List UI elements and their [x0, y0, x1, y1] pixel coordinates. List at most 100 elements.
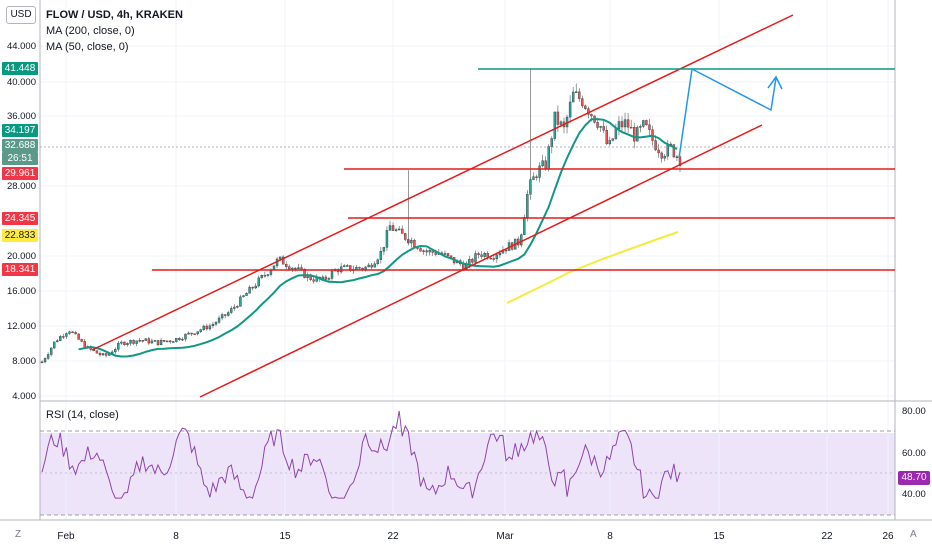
candle — [159, 338, 163, 346]
candle — [254, 283, 257, 290]
candle — [248, 285, 251, 294]
candle — [425, 248, 428, 257]
channel-lower-line[interactable] — [199, 124, 763, 398]
candle — [266, 273, 270, 278]
candle — [193, 333, 196, 335]
candle — [263, 271, 267, 278]
price-tick-label: 4.000 — [12, 391, 36, 402]
candle — [547, 144, 550, 172]
candle — [104, 352, 108, 358]
candle — [343, 264, 346, 268]
candle — [394, 227, 398, 233]
chart-title: FLOW / USD, 4h, KRAKEN — [46, 9, 183, 21]
candle — [648, 118, 651, 136]
price-tick-label: 12.000 — [7, 321, 36, 332]
candle — [373, 261, 376, 268]
candle — [65, 332, 68, 339]
candle — [480, 251, 483, 260]
candle — [251, 286, 254, 291]
candle — [150, 338, 154, 344]
time-tick-label: 22 — [387, 531, 399, 542]
candle — [419, 246, 422, 252]
candle — [623, 112, 627, 133]
auto-scale-button[interactable]: A — [910, 529, 917, 540]
grid-lines — [40, 0, 895, 520]
price-label: 29.961 — [2, 167, 38, 180]
price-label: 32.688 — [2, 139, 38, 152]
candle — [605, 125, 608, 145]
candle — [202, 324, 205, 331]
price-label: 22.833 — [2, 229, 38, 242]
candle — [117, 340, 120, 352]
candle — [483, 251, 486, 260]
candle — [397, 226, 401, 231]
candle — [68, 330, 71, 335]
price-label: 24.345 — [2, 212, 38, 225]
ma200-legend[interactable]: MA (200, close, 0) — [46, 25, 135, 37]
candle — [40, 360, 44, 364]
candle — [401, 225, 404, 234]
rsi-tick-label: 40.00 — [902, 489, 926, 500]
candle — [184, 333, 187, 342]
candle — [620, 116, 624, 132]
candle — [257, 275, 260, 288]
ma50-legend[interactable]: MA (50, close, 0) — [46, 41, 129, 53]
candle — [370, 262, 373, 270]
time-tick-label: 8 — [173, 531, 179, 542]
time-tick-label: 15 — [279, 531, 291, 542]
candle — [639, 124, 642, 133]
candle — [217, 315, 221, 324]
candle — [584, 104, 587, 110]
currency-badge[interactable]: USD — [6, 6, 36, 24]
time-tick-label: Mar — [496, 531, 514, 542]
projection-path[interactable] — [678, 67, 777, 159]
candle — [49, 347, 53, 357]
channel-upper-line[interactable] — [91, 14, 794, 351]
candles-layer — [40, 68, 682, 364]
candle — [156, 340, 160, 347]
candle — [675, 154, 679, 162]
candle — [178, 337, 181, 341]
price-label: 26:51 — [2, 152, 38, 165]
candle — [611, 138, 615, 142]
projection-arrowhead — [767, 75, 783, 90]
candle — [346, 264, 349, 267]
price-label: 41.448 — [2, 62, 38, 75]
candle — [575, 83, 578, 94]
candle — [144, 338, 147, 341]
candle — [208, 323, 212, 331]
candle — [120, 340, 123, 345]
zoom-button[interactable]: Z — [15, 529, 22, 540]
ma200-line — [506, 231, 679, 304]
rsi-legend[interactable]: RSI (14, close) — [46, 409, 119, 421]
candle — [382, 247, 386, 256]
candle — [239, 294, 242, 307]
candle — [532, 172, 535, 180]
candle — [114, 347, 117, 355]
candle — [123, 341, 126, 346]
candle — [132, 339, 135, 346]
candle — [626, 113, 630, 133]
candle — [62, 333, 65, 339]
candle — [199, 328, 202, 334]
candle — [46, 352, 50, 360]
candle — [312, 276, 315, 284]
candle — [608, 136, 611, 146]
candle — [645, 119, 648, 126]
candle — [443, 250, 447, 256]
price-tick-label: 40.000 — [7, 77, 36, 88]
rsi-value-tag: 48.70 — [898, 471, 930, 485]
candle — [138, 338, 141, 343]
candle — [330, 268, 334, 281]
candle — [391, 222, 395, 231]
rsi-tick-label: 80.00 — [902, 406, 926, 417]
candle — [172, 341, 175, 343]
candle — [53, 341, 56, 350]
time-axis-ticks: Feb 8 15 22 Mar 8 15 22 26 — [57, 531, 894, 542]
candle — [404, 232, 407, 242]
candle — [550, 136, 553, 154]
candle — [162, 340, 166, 343]
candle — [388, 220, 392, 231]
candle — [214, 320, 218, 327]
